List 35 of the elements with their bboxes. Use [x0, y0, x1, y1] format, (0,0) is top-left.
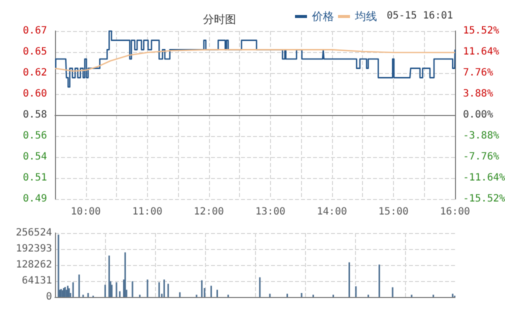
y-tick-label: 0.56	[22, 130, 47, 142]
y2-tick-label: 7.76%	[463, 68, 494, 78]
line-series	[54, 49, 456, 72]
y-tick-label: 0.51	[22, 172, 47, 184]
y2-tick-label: 3.88%	[463, 88, 494, 100]
x-tick-label: 12:00	[194, 206, 224, 218]
x-tick-label: 13:00	[255, 206, 286, 218]
y-tick-label: 0.58	[22, 110, 47, 120]
legend-label: 价格	[311, 10, 334, 23]
y-tick-label: 64131	[22, 276, 52, 286]
x-tick-label: 16:00	[440, 206, 470, 218]
x-tick-label: 14:00	[316, 206, 347, 218]
y2-tick-label: -7.76%	[463, 152, 500, 162]
y-tick-label: 0.67	[22, 26, 47, 36]
y-tick-label: 256524	[16, 228, 52, 238]
y2-tick-label: -11.64%	[463, 172, 505, 184]
y-tick-label: 0.49	[22, 194, 47, 204]
y2-tick-label: 15.52%	[463, 26, 500, 36]
y2-tick-label: -3.88%	[463, 130, 500, 142]
y2-tick-label: 0.00%	[463, 110, 494, 120]
y-tick-label: 0.60	[22, 88, 47, 100]
x-tick-label: 10:00	[70, 206, 101, 218]
x-tick-label: 11:00	[132, 206, 162, 218]
y-tick-label: 128262	[16, 260, 52, 270]
text: 05-15 16:01	[386, 10, 454, 22]
y-tick-label: 0	[46, 292, 52, 302]
y-tick-label: 0.62	[22, 68, 47, 78]
legend-label: 均线	[354, 10, 377, 23]
y-tick-label: 192393	[16, 244, 52, 254]
y-tick-label: 0.54	[22, 152, 47, 162]
y2-tick-label: -15.52%	[463, 194, 505, 204]
chart-title: 分时图	[203, 13, 236, 26]
y-tick-label: 0.65	[22, 46, 47, 58]
y2-tick-label: 11.64%	[463, 46, 500, 58]
x-tick-label: 15:00	[378, 206, 409, 218]
